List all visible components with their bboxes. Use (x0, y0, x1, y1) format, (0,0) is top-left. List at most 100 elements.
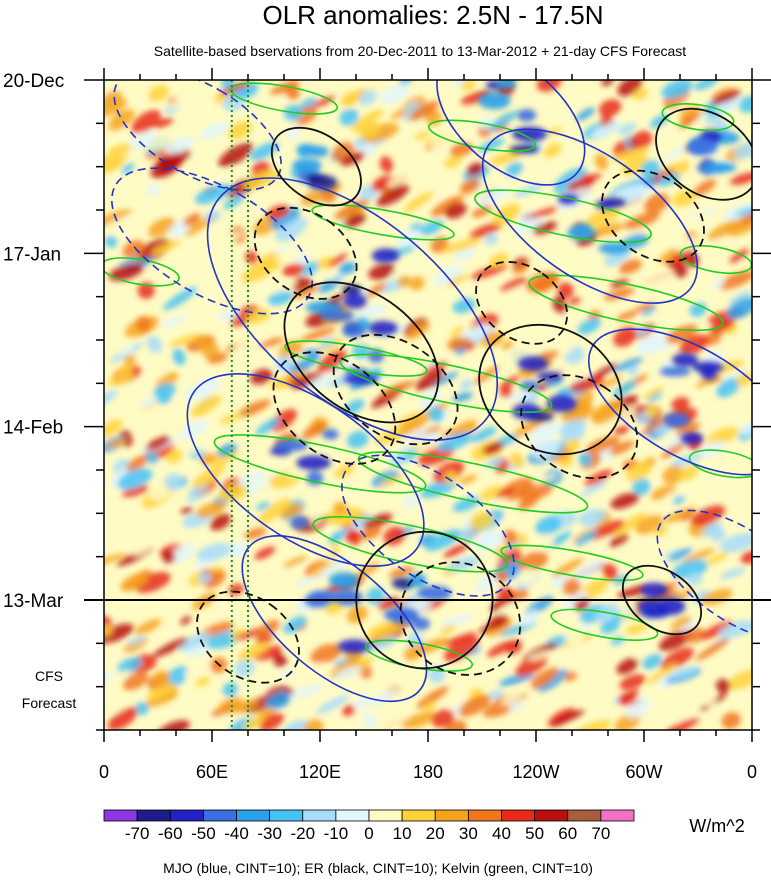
heatmap-cell (417, 585, 452, 601)
colorbar-swatch (169, 809, 204, 822)
mjo-contour-5 (341, 454, 515, 597)
heatmap-cell (635, 332, 664, 353)
heatmap-cell (659, 248, 681, 264)
heatmap-cell (694, 80, 720, 91)
heatmap-cell (509, 451, 524, 468)
colorbar-swatch (302, 809, 337, 822)
colorbar-swatch (467, 809, 502, 822)
heatmap-cell (367, 348, 385, 363)
heatmap-cell (726, 296, 752, 320)
heatmap-cell (236, 628, 262, 641)
kelvin-contour-7 (474, 189, 652, 244)
heatmap-cell (343, 374, 378, 385)
x-tick-label: 120E (299, 762, 341, 782)
heatmap-cell (399, 414, 429, 435)
heatmap-cell (234, 699, 259, 714)
colorbar-tick-label: -10 (324, 824, 349, 843)
colorbar-units: W/m^2 (689, 816, 744, 836)
heatmap-cell (328, 253, 348, 267)
colorbar-tick-label: -40 (224, 824, 249, 843)
heatmap-cell (120, 573, 149, 592)
heatmap-cell (522, 206, 561, 221)
heatmap-cell (537, 669, 568, 692)
heatmap-cell (535, 516, 562, 535)
heatmap-cell (528, 667, 559, 690)
heatmap-cell (440, 613, 475, 627)
heatmap-cell (502, 529, 517, 545)
heatmap-cell (409, 100, 440, 121)
heatmap-cell (626, 461, 652, 482)
heatmap-cell (131, 110, 162, 134)
heatmap-cell (416, 686, 449, 709)
mjo-contour-2 (241, 535, 428, 703)
kelvin-contour-8 (427, 119, 537, 152)
kelvin-contour-14 (688, 449, 752, 479)
heatmap-cell (444, 202, 467, 219)
heatmap-cell (649, 114, 668, 129)
y-tick-label: 17-Jan (3, 244, 61, 265)
heatmap-cell (513, 417, 545, 437)
x-tick-label: 0 (747, 762, 757, 782)
heatmap-cell (122, 485, 150, 497)
heatmap-cell (587, 363, 618, 383)
heatmap-cell (107, 371, 134, 387)
colorbar-tick-label: -30 (257, 824, 282, 843)
mjo-contour-4 (113, 80, 282, 191)
heatmap-cell (616, 310, 638, 321)
heatmap-cell (715, 96, 742, 113)
heatmap-cell (156, 389, 173, 405)
colorbar-swatch (368, 809, 403, 822)
heatmap-cell (401, 711, 437, 729)
heatmap-cell (666, 247, 695, 269)
heatmap-cell (727, 669, 752, 690)
heatmap-cell (200, 122, 229, 140)
heatmap-cell (610, 279, 630, 289)
heatmap-cell (443, 636, 480, 662)
heatmap-cell (619, 674, 646, 690)
heatmap-cell (328, 572, 359, 588)
heatmap-cell (221, 231, 244, 244)
heatmap-cell (695, 638, 730, 661)
heatmap-cell (640, 582, 668, 598)
heatmap-cell (343, 532, 361, 541)
er-contour-12 (475, 261, 569, 345)
heatmap-cell (498, 672, 535, 686)
heatmap-cell (612, 380, 637, 398)
heatmap-cell (612, 147, 650, 162)
heatmap-cell (548, 257, 568, 272)
heatmap-cell (293, 576, 320, 587)
heatmap-cell (500, 386, 513, 398)
heatmap-cell (371, 175, 393, 192)
x-tick-label: 60W (625, 762, 662, 782)
heatmap-cell (117, 468, 153, 490)
colorbar-swatch (202, 809, 237, 822)
heatmap-cell (578, 508, 606, 527)
y-tick-label: 14-Feb (3, 418, 63, 439)
heatmap-cell (184, 378, 221, 400)
heatmap-cell (379, 85, 410, 104)
heatmap-cell (573, 598, 590, 612)
heatmap-cell (254, 546, 276, 560)
y-axis: 20-Dec 17-Jan 14-Feb 13-Mar (3, 71, 771, 731)
heatmap-cell (675, 422, 701, 436)
heatmap-cell (518, 551, 549, 572)
heatmap-cell (671, 190, 696, 207)
heatmap-cell (517, 109, 537, 122)
heatmap-cell (678, 114, 698, 129)
heatmap-cell (428, 181, 447, 195)
heatmap-cell (121, 163, 135, 174)
colorbar-tick-label: 70 (591, 824, 610, 843)
heatmap-cell (473, 365, 500, 385)
heatmap-cell (561, 401, 589, 421)
heatmap-cell (562, 578, 581, 596)
heatmap-cell (618, 122, 637, 135)
heatmap-cell (207, 289, 228, 300)
heatmap-cell (258, 337, 284, 348)
heatmap-cell (479, 485, 504, 501)
y-tick-label: 13-Mar (3, 591, 64, 612)
heatmap-cell (700, 365, 717, 381)
kelvin-contour-5 (550, 608, 659, 641)
heatmap-cell (362, 143, 376, 157)
heatmap-cell (482, 551, 500, 568)
heatmap-cell (198, 571, 212, 584)
